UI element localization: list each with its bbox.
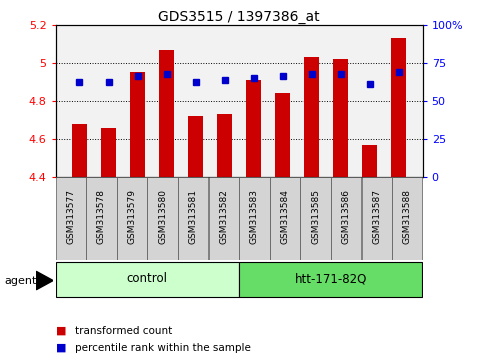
- Bar: [392, 177, 423, 260]
- Bar: [239, 262, 423, 297]
- Text: control: control: [127, 272, 168, 285]
- Bar: [101, 127, 116, 177]
- Text: transformed count: transformed count: [75, 326, 172, 336]
- Bar: [391, 38, 406, 177]
- Bar: [56, 262, 239, 297]
- Bar: [362, 145, 377, 177]
- Bar: [304, 57, 319, 177]
- Bar: [147, 177, 178, 260]
- Bar: [72, 124, 87, 177]
- Bar: [178, 177, 208, 260]
- Text: GSM313585: GSM313585: [311, 189, 320, 244]
- Text: GSM313586: GSM313586: [341, 189, 351, 244]
- Text: GSM313582: GSM313582: [219, 189, 228, 244]
- Bar: [275, 93, 290, 177]
- Text: GSM313584: GSM313584: [281, 189, 289, 244]
- Text: GSM313583: GSM313583: [250, 189, 259, 244]
- Text: ■: ■: [56, 343, 66, 353]
- Text: GSM313580: GSM313580: [158, 189, 167, 244]
- Bar: [117, 177, 147, 260]
- Text: percentile rank within the sample: percentile rank within the sample: [75, 343, 251, 353]
- Bar: [188, 116, 203, 177]
- Bar: [86, 177, 116, 260]
- Bar: [239, 177, 270, 260]
- Text: agent: agent: [5, 276, 37, 286]
- Bar: [130, 72, 145, 177]
- Text: GSM313581: GSM313581: [189, 189, 198, 244]
- Bar: [300, 177, 331, 260]
- Bar: [246, 80, 261, 177]
- Bar: [331, 177, 361, 260]
- Text: GSM313577: GSM313577: [66, 189, 75, 244]
- Text: GSM313587: GSM313587: [372, 189, 381, 244]
- Bar: [56, 177, 86, 260]
- Text: GSM313588: GSM313588: [403, 189, 412, 244]
- Bar: [159, 50, 174, 177]
- Text: GSM313579: GSM313579: [128, 189, 137, 244]
- Bar: [209, 177, 239, 260]
- Title: GDS3515 / 1397386_at: GDS3515 / 1397386_at: [158, 10, 320, 24]
- Text: htt-171-82Q: htt-171-82Q: [295, 272, 367, 285]
- Bar: [217, 114, 232, 177]
- Bar: [333, 59, 348, 177]
- Text: ■: ■: [56, 326, 66, 336]
- Bar: [270, 177, 300, 260]
- Polygon shape: [36, 271, 53, 290]
- Bar: [362, 177, 392, 260]
- Text: GSM313578: GSM313578: [97, 189, 106, 244]
